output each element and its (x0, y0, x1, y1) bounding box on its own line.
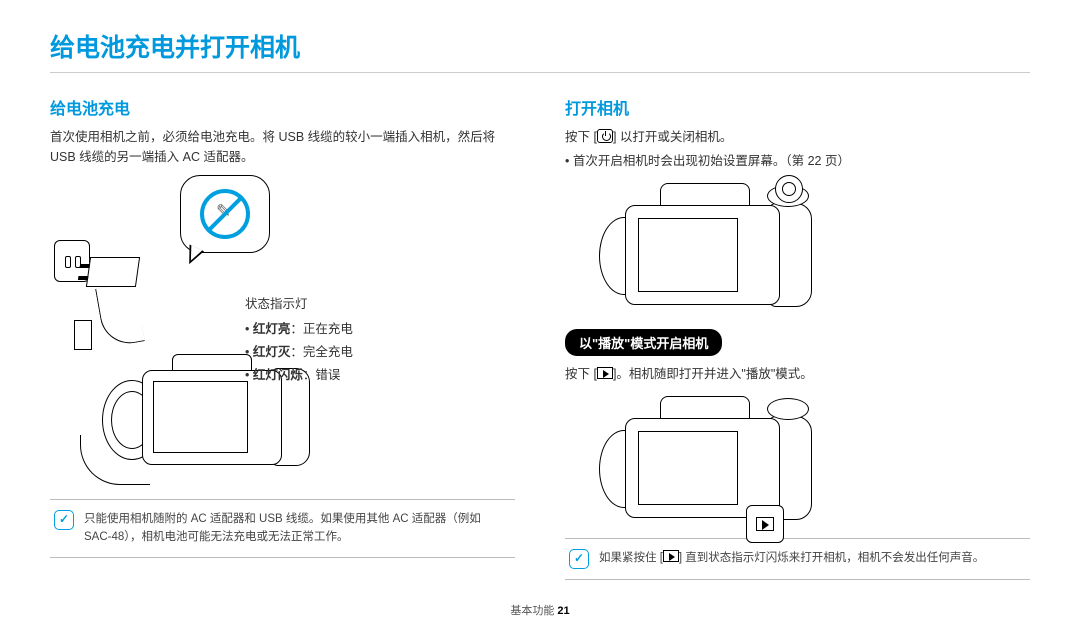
power-bullet: • 首次开启相机时会出现初始设置屏幕。（第 22 页） (565, 151, 1030, 171)
charge-paragraph: 首次使用相机之前，必须给电池充电。将 USB 线缆的较小一端插入相机，然后将 U… (50, 127, 515, 167)
usb-connector-icon (74, 320, 92, 350)
prohibit-icon: ✎ (200, 189, 250, 239)
charge-heading: 给电池充电 (50, 95, 515, 119)
note-icon: ✓ (54, 510, 74, 530)
charge-diagram: ✎ 状态指示灯 • 红灯亮：正在充电 • 红灯灭：完全充电 • 红灯闪烁：错误 (50, 175, 515, 495)
note-icon: ✓ (569, 549, 589, 569)
page-title: 给电池充电并打开相机 (50, 28, 1030, 73)
playback-mode-pill: 以"播放"模式开启相机 (565, 329, 722, 356)
status-item-on: • 红灯亮：正在充电 (245, 318, 353, 341)
play-button-highlight (746, 505, 784, 543)
play-button-icon (597, 367, 613, 379)
power-button-highlight (775, 175, 803, 203)
status-item-off: • 红灯灭：完全充电 (245, 341, 353, 364)
play-button-icon (663, 550, 679, 562)
power-button-icon (597, 129, 613, 143)
note-text-right: 如果紧按住 [] 直到状态指示灯闪烁来打开相机，相机不会发出任何声音。 (599, 549, 984, 569)
note-text-left: 只能使用相机随附的 AC 适配器和 USB 线缆。如果使用其他 AC 适配器（例… (84, 510, 511, 547)
status-indicator-legend: 状态指示灯 • 红灯亮：正在充电 • 红灯灭：完全充电 • 红灯闪烁：错误 (245, 293, 353, 388)
right-column: 打开相机 按下 [] 以打开或关闭相机。 • 首次开启相机时会出现初始设置屏幕。… (565, 95, 1030, 580)
left-column: 给电池充电 首次使用相机之前，必须给电池充电。将 USB 线缆的较小一端插入相机… (50, 95, 515, 580)
cable-segment-1 (95, 282, 145, 348)
camera-illustration-power (605, 177, 835, 317)
callout-bubble: ✎ (180, 175, 270, 253)
playback-line: 按下 []。相机随即打开并进入"播放"模式。 (565, 364, 1030, 384)
camera-illustration-playback (605, 390, 835, 530)
status-label: 状态指示灯 (245, 293, 353, 316)
note-box-right: ✓ 如果紧按住 [] 直到状态指示灯闪烁来打开相机，相机不会发出任何声音。 (565, 538, 1030, 580)
power-line1: 按下 [] 以打开或关闭相机。 (565, 127, 1030, 147)
status-item-blink: • 红灯闪烁：错误 (245, 364, 353, 387)
power-heading: 打开相机 (565, 95, 1030, 119)
note-box-left: ✓ 只能使用相机随附的 AC 适配器和 USB 线缆。如果使用其他 AC 适配器… (50, 499, 515, 558)
page-footer: 基本功能 21 (0, 602, 1080, 618)
